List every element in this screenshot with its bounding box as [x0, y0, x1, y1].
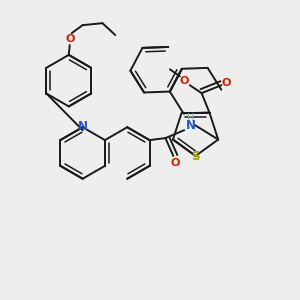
Text: S: S — [191, 150, 200, 164]
Text: S: S — [191, 150, 200, 164]
Text: N: N — [78, 120, 88, 133]
Text: H: H — [188, 113, 195, 123]
Text: O: O — [65, 34, 74, 44]
Text: O: O — [179, 76, 188, 86]
Text: N: N — [186, 119, 196, 132]
Text: O: O — [171, 158, 180, 168]
Text: O: O — [222, 78, 231, 88]
